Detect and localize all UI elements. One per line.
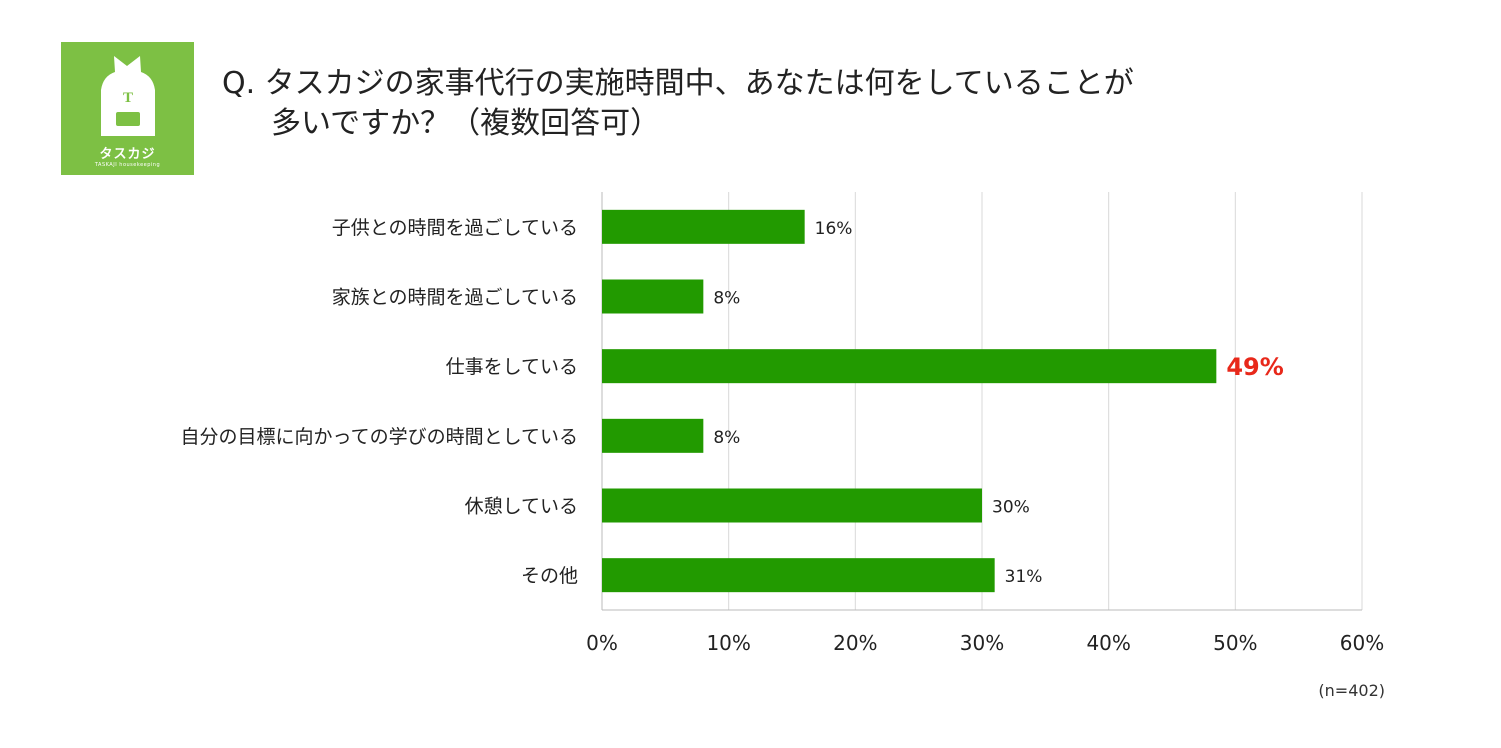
x-tick-label: 40% (1086, 631, 1130, 655)
category-label: 子供との時間を過ごしている (332, 217, 578, 239)
data-label: 49% (1226, 353, 1283, 381)
category-label: 家族との時間を過ごしている (332, 287, 578, 309)
category-label: 仕事をしている (446, 356, 578, 378)
x-tick-label: 50% (1213, 631, 1257, 655)
bar (602, 209, 805, 244)
data-label: 8% (713, 428, 740, 448)
logo-subtext: TASKAJI housekeeping (94, 162, 161, 168)
bar (602, 418, 704, 453)
bar (602, 349, 1217, 384)
data-label: 16% (815, 219, 853, 239)
x-tick-label: 30% (960, 631, 1004, 655)
logo-letter: T (123, 90, 133, 106)
data-label: 30% (992, 498, 1030, 518)
sample-size-note: (n=402) (1318, 681, 1385, 700)
x-tick-label: 10% (706, 631, 750, 655)
x-tick-label: 20% (833, 631, 877, 655)
brand-logo: T タスカジ TASKAJI housekeeping (61, 42, 194, 175)
logo-text: タスカジ (99, 147, 156, 162)
data-label: 31% (1005, 567, 1043, 587)
bar (602, 279, 704, 314)
bar (602, 488, 982, 523)
question-title: Q. タスカジの家事代行の実施時間中、あなたは何をしていることが 多いですか？（… (222, 64, 1134, 144)
category-label: 自分の目標に向かっての学びの時間としている (181, 426, 578, 448)
x-tick-label: 60% (1340, 631, 1384, 655)
question-line-2: 多いですか？（複数回答可） (271, 106, 661, 141)
apron-icon: T (101, 56, 155, 136)
question-line-1: Q. タスカジの家事代行の実施時間中、あなたは何をしていることが (222, 66, 1134, 101)
category-label: 休憩している (465, 496, 578, 518)
bar (602, 558, 995, 593)
category-label: その他 (521, 565, 578, 587)
data-label: 8% (713, 289, 740, 309)
x-tick-label: 0% (586, 631, 618, 655)
